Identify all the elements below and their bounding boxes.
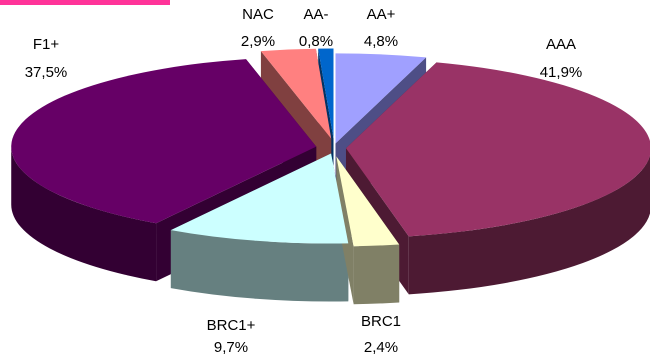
slice-label-name: AAA xyxy=(546,36,576,53)
pie-slice xyxy=(260,48,332,139)
pie-labels: AA+ 4,8% AAA 41,9% BRC1 2,4% BRC1+ 9,7% F1+ 37,5%… xyxy=(25,6,583,356)
slice-label-value: 2,4% xyxy=(364,339,398,356)
title-fragment xyxy=(0,0,170,5)
slice-wall-f1+ xyxy=(11,146,157,282)
pie-slice xyxy=(345,62,650,237)
slice-label-name: NAC xyxy=(242,6,274,23)
slice-label-value: 0,8% xyxy=(299,33,333,50)
slice-wall-aaa xyxy=(408,155,650,295)
slice-label-value: 41,9% xyxy=(540,64,583,81)
slice-label-value: 4,8% xyxy=(364,33,398,50)
slice-label-name: F1+ xyxy=(33,36,60,53)
slice-label-name: AA+ xyxy=(367,6,396,23)
slice-label-name: BRC1 xyxy=(361,313,401,330)
slice-wall-brc1 xyxy=(353,244,400,305)
pie-slice xyxy=(170,153,349,244)
slice-label-name: BRC1+ xyxy=(207,317,256,334)
pie-slice xyxy=(335,53,427,144)
top-title-strip xyxy=(0,0,170,5)
slice-label-value: 9,7% xyxy=(214,339,248,356)
pie-slice xyxy=(336,156,400,247)
slice-label-value: 37,5% xyxy=(25,64,68,81)
pie-slice xyxy=(318,48,334,139)
pie-slice xyxy=(11,59,317,224)
slice-label-name: AA- xyxy=(303,6,328,23)
slice-label-value: 2,9% xyxy=(241,33,275,50)
pie-slice-tops xyxy=(11,48,650,247)
slice-wall-brc1+ xyxy=(170,230,349,302)
